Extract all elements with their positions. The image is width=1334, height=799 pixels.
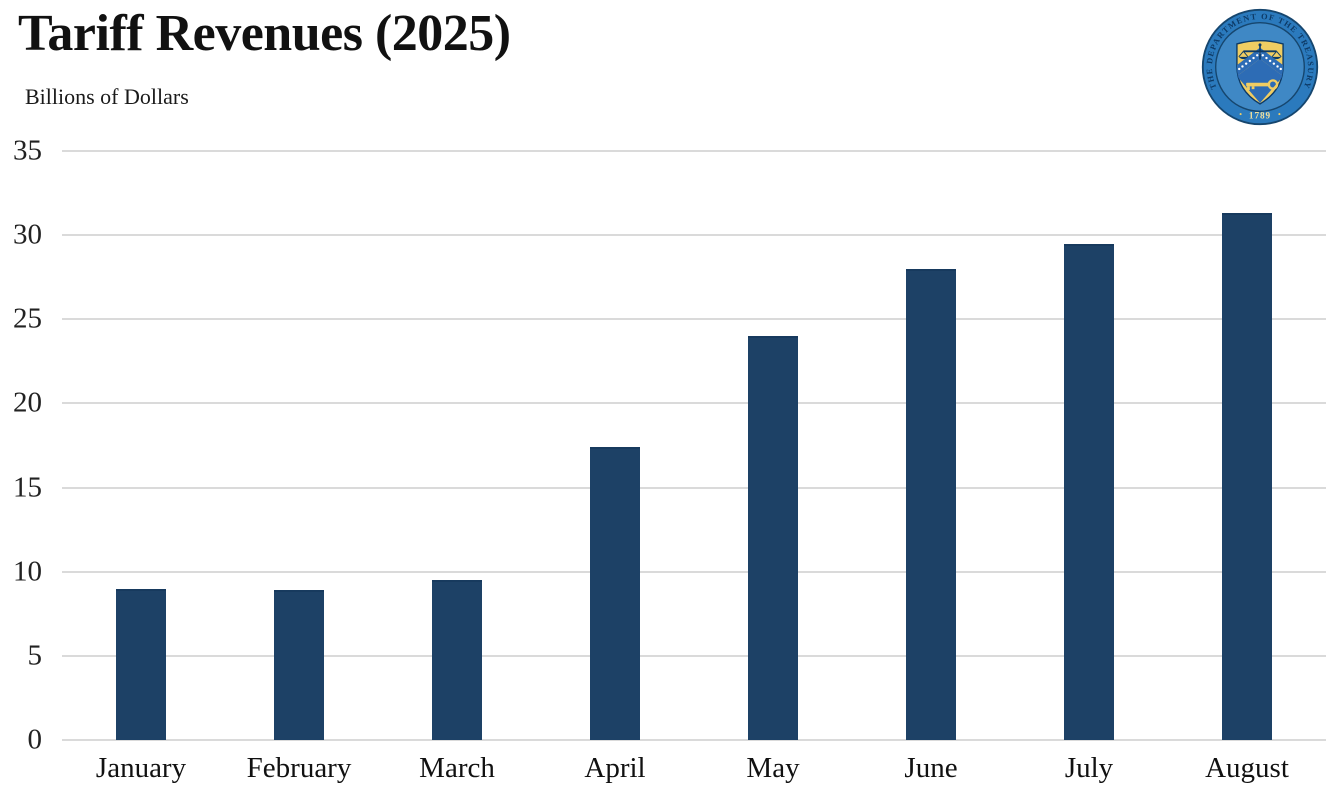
gridline-10 [62, 570, 1326, 573]
gridline-5 [62, 654, 1326, 657]
gridline-15 [62, 486, 1326, 489]
y-tick-label-10: 10 [13, 555, 42, 588]
y-tick-label-35: 35 [13, 134, 42, 167]
seal-ornament-dot [1278, 113, 1281, 116]
x-axis-label-february: February [246, 752, 352, 784]
balance-scales-icon [1238, 43, 1282, 60]
x-axis-label-january: January [95, 752, 187, 784]
bar-august [1222, 213, 1272, 740]
bar-series [62, 151, 1326, 740]
bar-january [116, 588, 166, 740]
y-tick-label-15: 15 [13, 471, 42, 504]
y-tick-label-0: 0 [27, 723, 43, 756]
bar-july [1064, 243, 1114, 740]
x-axis-labels: January February March April May June July Augu… [62, 752, 1326, 785]
gridline-35 [62, 150, 1326, 152]
page-title: Tariff Revenues (2025) [18, 5, 511, 62]
x-axis-label-april: April [584, 752, 646, 784]
y-axis-tick-labels: 0 5 10 15 20 25 30 35 [0, 136, 46, 754]
y-tick-label-20: 20 [13, 386, 42, 419]
x-axis-label-july: July [1064, 752, 1114, 784]
bar-slot-february [220, 151, 378, 740]
gridline-20 [62, 402, 1326, 405]
x-axis-label-june: June [904, 752, 958, 784]
seal-ornament-dot [1239, 113, 1242, 116]
x-axis-label-may: May [746, 752, 800, 784]
gridline-0 [62, 739, 1326, 741]
y-tick-label-5: 5 [27, 639, 43, 672]
x-axis-label-march: March [419, 752, 495, 784]
bar-slot-august [1168, 151, 1326, 740]
treasury-key-icon [1246, 79, 1279, 91]
bar-april [590, 447, 640, 740]
gridline-25 [62, 318, 1326, 321]
seal-year: 1789 [1249, 111, 1271, 121]
bar-june [906, 268, 956, 740]
treasury-shield [1236, 40, 1284, 105]
treasury-seal-graphic: THE DEPARTMENT OF THE TREASURY [1201, 8, 1319, 126]
y-axis-units-label: Billions of Dollars [25, 84, 189, 109]
bar-slot-may [694, 151, 852, 740]
bar-slot-april [536, 151, 694, 740]
bar-chart-plot-area [62, 150, 1326, 741]
y-tick-label-30: 30 [13, 218, 42, 251]
y-tick-label-25: 25 [13, 302, 42, 335]
bar-may [748, 336, 798, 740]
bar-february [274, 590, 324, 740]
bar-slot-january [62, 151, 220, 740]
shield-lower-field [1236, 58, 1284, 103]
bar-march [432, 580, 482, 740]
gridline-30 [62, 234, 1326, 237]
bar-slot-june [852, 151, 1010, 740]
treasury-seal: THE DEPARTMENT OF THE TREASURY [1200, 5, 1320, 129]
bar-slot-march [378, 151, 536, 740]
bar-slot-july [1010, 151, 1168, 740]
x-axis-label-august: August [1205, 752, 1289, 784]
